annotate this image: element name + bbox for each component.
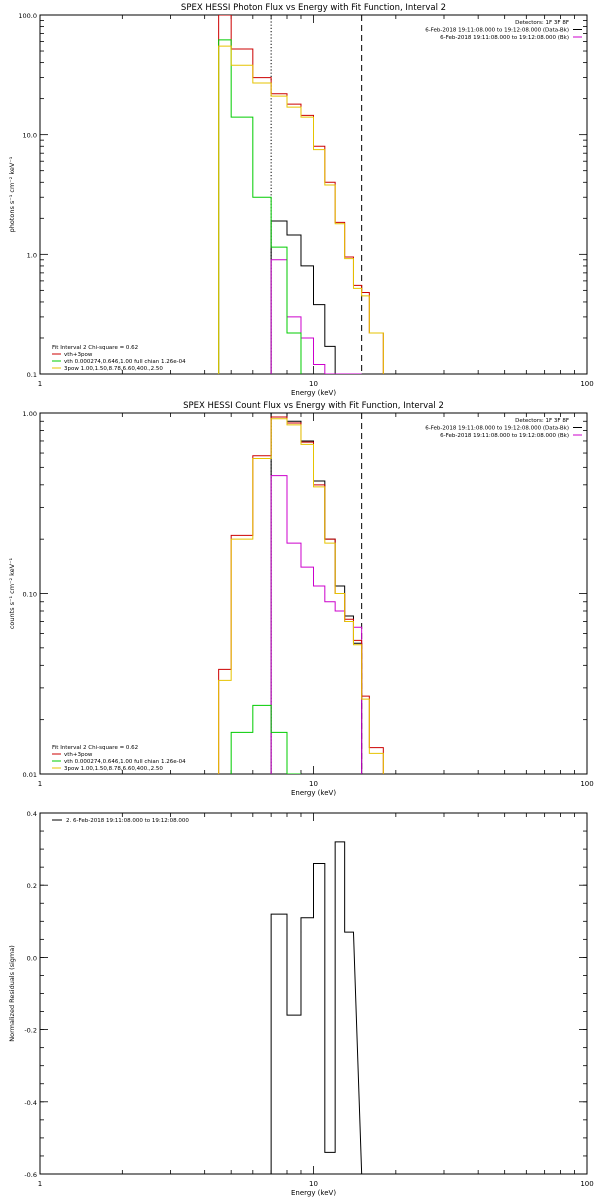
legend-entry: 3pow 1.00,1.50,8.78,6.60,400.,2.50 — [64, 366, 163, 372]
series-step-line — [218, 418, 384, 774]
chart-title: SPEX HESSI Photon Flux vs Energy with Fi… — [181, 3, 446, 13]
series-step-line — [218, 39, 302, 374]
x-axis-label: Energy (keV) — [291, 389, 336, 397]
y-axis-label: counts s⁻¹ cm⁻² keV⁻¹ — [8, 557, 16, 629]
y-tick-label: 0.2 — [27, 882, 37, 890]
chart-panel-3: 1 10 100 Energy (keV) -0.6 -0.4 -0.2 0.0 0.2 0.4 N… — [8, 810, 594, 1197]
x-axis-label: Energy (keV) — [291, 789, 336, 797]
plot-frame — [39, 14, 588, 375]
y-tick-label: -0.4 — [24, 1099, 37, 1107]
series-step-line — [270, 475, 363, 774]
x-tick-label: 10 — [309, 380, 318, 388]
series-step-line — [270, 220, 362, 374]
series-step-line — [230, 704, 301, 774]
legend-entry: Fit Interval 2 Chi-square = 0.62 — [52, 345, 138, 351]
x-tick-label: 100 — [580, 780, 593, 788]
legend-entry: 6-Feb-2018 19:11:08.000 to 19:12:08.000 … — [440, 433, 569, 439]
legend-entry: Detectors: 1F 3F 8F — [515, 418, 569, 424]
x-tick-label: 10 — [309, 1180, 318, 1188]
legend-entry: vth 0.000274,0.646,1.00 full chian 1.26e… — [64, 759, 186, 765]
x-tick-label: 100 — [580, 1180, 593, 1188]
y-tick-label: 100.0 — [18, 12, 37, 20]
x-tick-label: 1 — [38, 380, 42, 388]
x-tick-label: 1 — [38, 780, 42, 788]
y-tick-label: 0.0 — [27, 954, 37, 962]
legend-entry: Detectors: 1F 3F 8F — [515, 20, 569, 26]
y-tick-label: 1.00 — [23, 410, 37, 418]
legend-entry: Fit Interval 2 Chi-square = 0.62 — [52, 745, 138, 751]
series-step-line — [218, 416, 384, 774]
legend-entry: 3pow 1.00,1.50,8.78,6.60,400.,2.50 — [64, 766, 163, 772]
y-axis-label: Normalized Residuals (sigma) — [8, 945, 16, 1042]
legend-entry: vth+3pow — [64, 752, 93, 758]
chart-title: SPEX HESSI Count Flux vs Energy with Fit… — [183, 401, 444, 411]
y-tick-label: 0.10 — [23, 591, 37, 599]
y-tick-label: 0.4 — [27, 810, 37, 818]
legend-entry: 6-Feb-2018 19:11:08.000 to 19:12:08.000 … — [440, 35, 569, 41]
x-tick-label: 100 — [580, 380, 593, 388]
legend-entry: 2. 6-Feb-2018 19:11:08.000 to 19:12:08.0… — [66, 818, 189, 824]
y-tick-label: 1.0 — [27, 251, 37, 259]
y-tick-label: 0.1 — [27, 371, 37, 379]
series-step-line — [270, 413, 363, 774]
y-tick-label: 10.0 — [23, 132, 37, 140]
chart-panel-2: SPEX HESSI Count Flux vs Energy with Fit… — [8, 401, 594, 797]
y-tick-label: 0.01 — [23, 771, 37, 779]
x-tick-label: 1 — [38, 1180, 42, 1188]
y-tick-label: -0.6 — [24, 1171, 37, 1179]
x-tick-label: 10 — [309, 780, 318, 788]
x-axis-label: Energy (keV) — [291, 1189, 336, 1197]
y-axis-label: photons s⁻¹ cm⁻² keV⁻¹ — [8, 156, 16, 232]
series-step-line — [270, 841, 363, 1174]
chart-panel-1: SPEX HESSI Photon Flux vs Energy with Fi… — [8, 3, 594, 397]
legend-entry: 6-Feb-2018 19:11:08.000 to 19:12:08.000 … — [425, 426, 569, 432]
series-step-line — [218, 45, 384, 374]
legend-entry: vth 0.000274,0.646,1.00 full chian 1.26e… — [64, 359, 186, 365]
series-step-line — [270, 259, 362, 374]
y-tick-label: -0.2 — [24, 1027, 37, 1035]
legend-entry: 6-Feb-2018 19:11:08.000 to 19:12:08.000 … — [425, 28, 569, 34]
legend-entry: vth+3pow — [64, 352, 93, 358]
